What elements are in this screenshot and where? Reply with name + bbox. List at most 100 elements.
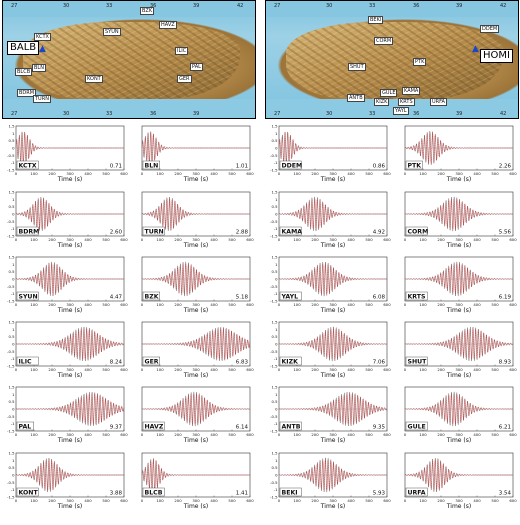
station-label: GER (177, 75, 192, 83)
y-tick-label: 1 (12, 392, 15, 397)
y-tick-label: 0 (12, 407, 15, 412)
station-label-box (16, 291, 39, 301)
x-tick-label: 100 (30, 171, 38, 176)
station-label: BEKI (282, 490, 298, 497)
misfit-value: 2.60 (110, 230, 123, 236)
x-tick-label: 0 (404, 302, 407, 307)
x-tick-label: 100 (293, 302, 301, 307)
seismogram-panel: 0 100 200 300 400 500 600 Time (s) SHUT 8.93 (404, 321, 517, 379)
x-tick-label: 100 (419, 237, 427, 242)
reference-station-label: HOMI (480, 49, 513, 63)
y-tick-label: -1 (274, 160, 278, 165)
y-tick-label: -0.5 (270, 480, 278, 485)
y-tick-label: 1 (12, 197, 15, 202)
misfit-value: 4.47 (110, 295, 123, 301)
misfit-value: 6.83 (236, 360, 249, 366)
y-tick-label: 1.5 (271, 320, 278, 325)
synthetic-waveform (141, 393, 251, 425)
x-tick-label: 500 (102, 302, 110, 307)
x-tick-label: 100 (30, 367, 38, 372)
y-tick-label: 0 (275, 146, 278, 151)
station-label: CORM (374, 37, 394, 45)
station-label: SYUN (103, 28, 121, 36)
x-tick-label: 300 (455, 302, 463, 307)
x-tick-label: 400 (210, 367, 218, 372)
x-axis-label: Time (s) (446, 176, 471, 183)
x-tick-label: 0 (404, 237, 407, 242)
y-tick-label: -1.5 (7, 234, 15, 239)
station-label-box (405, 356, 428, 366)
x-tick-label: 100 (156, 302, 164, 307)
y-tick-label: -1 (274, 487, 278, 492)
x-tick-label: 200 (437, 171, 445, 176)
station-label: KCTX (19, 163, 37, 170)
station-label-box (405, 226, 428, 236)
station-label: SYUN (19, 294, 38, 301)
y-tick-label: -1 (274, 226, 278, 231)
x-tick-label: 200 (48, 237, 56, 242)
synthetic-waveform (15, 328, 125, 360)
y-tick-label: 1.5 (8, 320, 15, 325)
y-tick-label: 1 (275, 262, 278, 267)
x-tick-label: 600 (120, 302, 128, 307)
reference-station-label: BALB (7, 41, 40, 55)
x-axis-label: Time (s) (320, 503, 345, 510)
synthetic-waveform (278, 393, 388, 425)
station-label: KAMA (282, 229, 303, 236)
x-tick-label: 100 (293, 367, 301, 372)
seismogram-panel: 1.510.50-0.5-1-1.50 100 200 300 400 500 600Tim… (270, 320, 391, 380)
map-tick: 36 (150, 111, 157, 117)
y-tick-label: -1 (11, 226, 15, 231)
station-label: SHUT (348, 63, 366, 71)
y-tick-label: -1 (274, 356, 278, 361)
map-tick: 42 (500, 111, 507, 117)
x-tick-label: 100 (30, 498, 38, 503)
x-tick-label: 500 (102, 432, 110, 437)
x-tick-label: 400 (473, 302, 481, 307)
station-label-box (16, 226, 39, 236)
x-axis-label: Time (s) (57, 307, 82, 314)
seismogram-panel: 0 100 200 300 400 500 600 Time (s) KRTS 6.19 (404, 256, 517, 314)
map-tick: 30 (326, 3, 333, 9)
station-label: BZK (140, 7, 155, 15)
x-tick-label: 100 (419, 171, 427, 176)
station-label: GER (145, 359, 159, 366)
station-label: KONT (85, 75, 103, 83)
misfit-value: 0.86 (373, 164, 386, 170)
x-tick-label: 0 (278, 367, 281, 372)
x-tick-label: 500 (228, 367, 236, 372)
synthetic-waveform (15, 393, 125, 425)
x-tick-label: 200 (437, 302, 445, 307)
x-axis-label: Time (s) (183, 503, 208, 510)
misfit-value: 6.21 (499, 425, 511, 431)
y-tick-label: 1.5 (271, 190, 278, 195)
map-tick: 39 (456, 111, 463, 117)
x-tick-label: 300 (329, 171, 337, 176)
map-tick: 39 (193, 3, 200, 9)
station-label: KONT (19, 490, 39, 497)
x-tick-label: 300 (66, 367, 74, 372)
y-tick-label: 1 (12, 327, 15, 332)
x-tick-label: 600 (509, 237, 517, 242)
observed-waveform (141, 197, 250, 231)
x-tick-label: 300 (455, 432, 463, 437)
y-tick-label: -0.5 (7, 414, 15, 419)
x-axis-label: Time (s) (446, 242, 471, 249)
x-tick-label: 600 (120, 432, 128, 437)
y-tick-label: 0 (275, 407, 278, 412)
x-tick-label: 200 (311, 432, 319, 437)
station-label: BLN (145, 163, 159, 170)
x-tick-label: 300 (192, 171, 200, 176)
station-label-box (142, 226, 165, 236)
x-axis-label: Time (s) (320, 242, 345, 249)
station-label: TURN (33, 95, 51, 103)
misfit-value: 6.08 (373, 295, 386, 301)
synthetic-waveform (15, 263, 124, 295)
synthetic-waveform (278, 263, 388, 295)
x-tick-label: 600 (383, 171, 391, 176)
station-label-box (142, 356, 160, 366)
x-tick-label: 200 (311, 498, 319, 503)
misfit-value: 3.54 (499, 491, 512, 497)
x-tick-label: 300 (66, 237, 74, 242)
